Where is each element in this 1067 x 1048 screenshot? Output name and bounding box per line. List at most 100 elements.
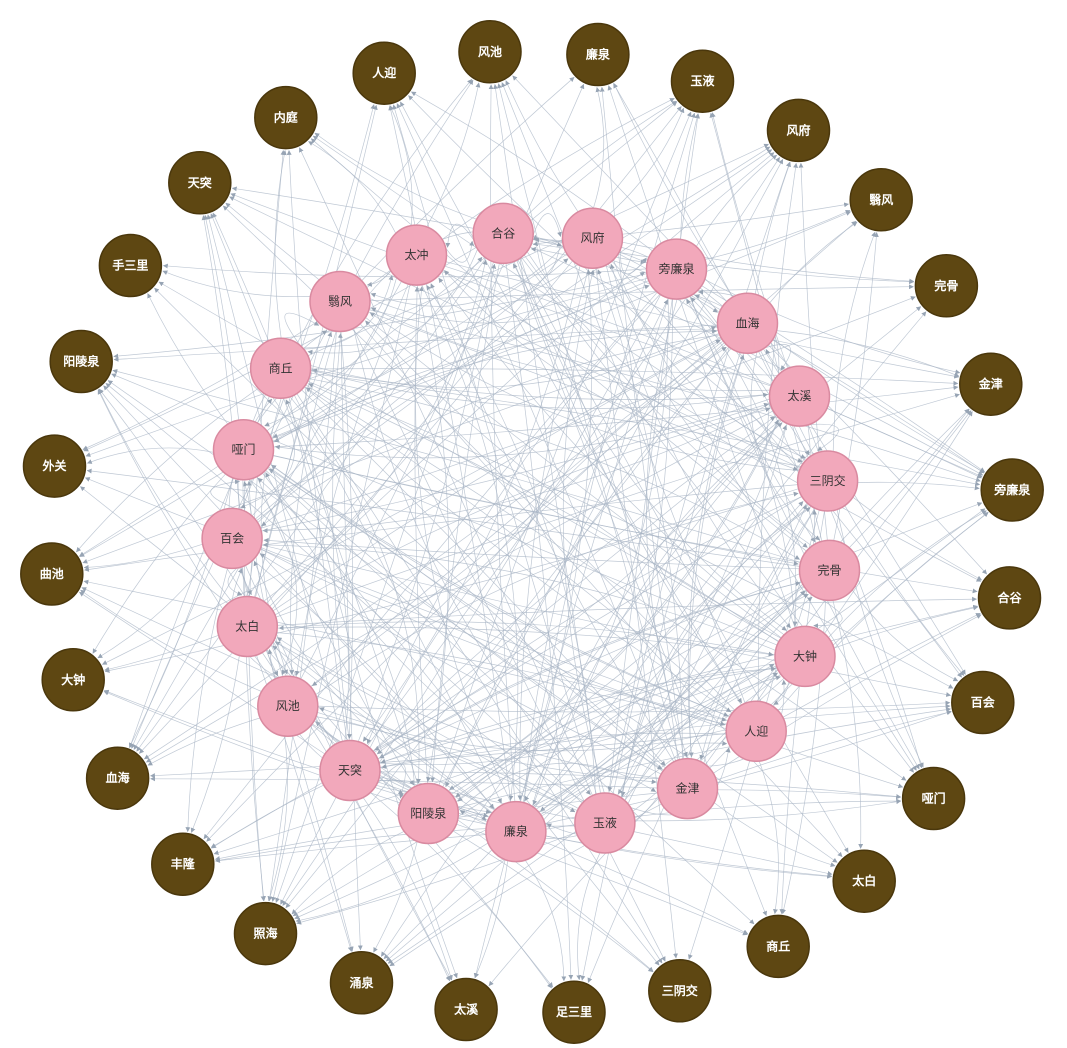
inner-node[interactable]: 风府 bbox=[561, 207, 624, 269]
outer-circle[interactable] bbox=[458, 20, 522, 84]
outer-node[interactable]: 人迎 bbox=[352, 41, 416, 105]
outer-node[interactable]: 照海 bbox=[233, 901, 298, 966]
inner-node[interactable]: 太冲 bbox=[385, 224, 448, 286]
inner-circle[interactable] bbox=[768, 365, 831, 427]
inner-node[interactable]: 百会 bbox=[201, 507, 263, 570]
inner-circle[interactable] bbox=[645, 238, 708, 300]
inner-circle[interactable] bbox=[385, 224, 448, 286]
inner-circle[interactable] bbox=[309, 270, 371, 333]
outer-circle[interactable] bbox=[914, 254, 979, 318]
outer-node[interactable]: 玉液 bbox=[670, 49, 735, 113]
inner-node[interactable]: 阳陵泉 bbox=[397, 782, 460, 845]
outer-node[interactable]: 涌泉 bbox=[329, 951, 394, 1015]
inner-circle[interactable] bbox=[249, 337, 312, 400]
outer-node[interactable]: 百会 bbox=[951, 670, 1015, 735]
outer-circle[interactable] bbox=[434, 977, 498, 1042]
outer-circle[interactable] bbox=[98, 233, 163, 298]
outer-circle[interactable] bbox=[746, 914, 810, 979]
outer-circle[interactable] bbox=[766, 98, 831, 163]
outer-circle[interactable] bbox=[233, 901, 298, 966]
outer-circle[interactable] bbox=[951, 670, 1015, 735]
inner-circle[interactable] bbox=[656, 757, 719, 820]
outer-circle[interactable] bbox=[832, 849, 896, 913]
outer-circle[interactable] bbox=[20, 542, 84, 606]
outer-node[interactable]: 风府 bbox=[766, 98, 831, 163]
outer-node[interactable]: 旁廉泉 bbox=[980, 458, 1044, 522]
inner-circle[interactable] bbox=[774, 625, 836, 688]
inner-node[interactable]: 血海 bbox=[716, 292, 779, 355]
inner-node[interactable]: 廉泉 bbox=[485, 800, 547, 863]
inner-node[interactable]: 完骨 bbox=[798, 539, 861, 602]
outer-circle[interactable] bbox=[329, 951, 394, 1015]
outer-node[interactable]: 天突 bbox=[168, 151, 232, 215]
outer-circle[interactable] bbox=[977, 566, 1042, 630]
outer-node[interactable]: 手三里 bbox=[98, 233, 163, 298]
outer-circle[interactable] bbox=[254, 85, 318, 150]
outer-node[interactable]: 太溪 bbox=[434, 977, 498, 1042]
inner-circle[interactable] bbox=[485, 800, 547, 863]
inner-circle[interactable] bbox=[574, 792, 636, 854]
inner-circle[interactable] bbox=[716, 292, 779, 355]
outer-node[interactable]: 阳陵泉 bbox=[49, 329, 113, 394]
outer-circle[interactable] bbox=[352, 41, 416, 105]
inner-circle[interactable] bbox=[216, 595, 279, 658]
outer-circle[interactable] bbox=[22, 434, 87, 498]
outer-circle[interactable] bbox=[980, 458, 1044, 522]
inner-circle[interactable] bbox=[319, 739, 381, 802]
outer-node[interactable]: 完骨 bbox=[914, 254, 979, 318]
inner-node[interactable]: 合谷 bbox=[472, 202, 534, 265]
edge-arrow bbox=[366, 156, 780, 747]
inner-node[interactable]: 商丘 bbox=[249, 337, 312, 400]
inner-node[interactable]: 天突 bbox=[319, 739, 381, 802]
inner-node[interactable]: 翳风 bbox=[309, 270, 371, 333]
outer-circle[interactable] bbox=[41, 648, 105, 712]
outer-node[interactable]: 金津 bbox=[959, 352, 1023, 416]
inner-circle[interactable] bbox=[212, 418, 275, 481]
inner-node[interactable]: 旁廉泉 bbox=[645, 238, 708, 300]
outer-node[interactable]: 丰隆 bbox=[151, 832, 215, 896]
outer-node[interactable]: 血海 bbox=[85, 746, 150, 810]
outer-node[interactable]: 三阴交 bbox=[648, 959, 712, 1023]
outer-node[interactable]: 曲池 bbox=[20, 542, 84, 606]
outer-circle[interactable] bbox=[49, 329, 113, 394]
inner-circle[interactable] bbox=[201, 507, 263, 570]
outer-circle[interactable] bbox=[670, 49, 735, 113]
inner-node[interactable]: 玉液 bbox=[574, 792, 636, 854]
inner-node[interactable]: 太溪 bbox=[768, 365, 831, 427]
inner-label: 太冲 bbox=[404, 247, 428, 262]
outer-node[interactable]: 内庭 bbox=[254, 85, 318, 150]
inner-circle[interactable] bbox=[397, 782, 460, 845]
inner-circle[interactable] bbox=[796, 450, 859, 512]
inner-circle[interactable] bbox=[472, 202, 534, 265]
outer-circle[interactable] bbox=[901, 766, 966, 831]
outer-circle[interactable] bbox=[542, 980, 606, 1044]
outer-node[interactable]: 足三里 bbox=[542, 980, 606, 1044]
outer-circle[interactable] bbox=[151, 832, 215, 896]
inner-node[interactable]: 人迎 bbox=[725, 700, 787, 763]
inner-node[interactable]: 金津 bbox=[656, 757, 719, 820]
outer-node[interactable]: 大钟 bbox=[41, 648, 105, 712]
outer-node[interactable]: 太白 bbox=[832, 849, 896, 913]
inner-node[interactable]: 风池 bbox=[257, 675, 319, 737]
inner-circle[interactable] bbox=[798, 539, 861, 602]
outer-circle[interactable] bbox=[648, 959, 712, 1023]
outer-circle[interactable] bbox=[85, 746, 150, 810]
outer-node[interactable]: 翳风 bbox=[849, 168, 913, 232]
outer-circle[interactable] bbox=[566, 22, 630, 87]
outer-node[interactable]: 合谷 bbox=[977, 566, 1042, 630]
outer-node[interactable]: 外关 bbox=[22, 434, 87, 498]
inner-circle[interactable] bbox=[257, 675, 319, 737]
inner-node[interactable]: 三阴交 bbox=[796, 450, 859, 512]
outer-circle[interactable] bbox=[959, 352, 1023, 416]
inner-circle[interactable] bbox=[561, 207, 624, 269]
outer-node[interactable]: 哑门 bbox=[901, 766, 966, 831]
inner-node[interactable]: 哑门 bbox=[212, 418, 275, 481]
outer-node[interactable]: 廉泉 bbox=[566, 22, 630, 87]
inner-node[interactable]: 大钟 bbox=[774, 625, 836, 688]
inner-node[interactable]: 太白 bbox=[216, 595, 279, 658]
outer-circle[interactable] bbox=[168, 151, 232, 215]
outer-circle[interactable] bbox=[849, 168, 913, 232]
outer-node[interactable]: 风池 bbox=[458, 20, 522, 84]
inner-circle[interactable] bbox=[725, 700, 787, 763]
outer-node[interactable]: 商丘 bbox=[746, 914, 810, 979]
